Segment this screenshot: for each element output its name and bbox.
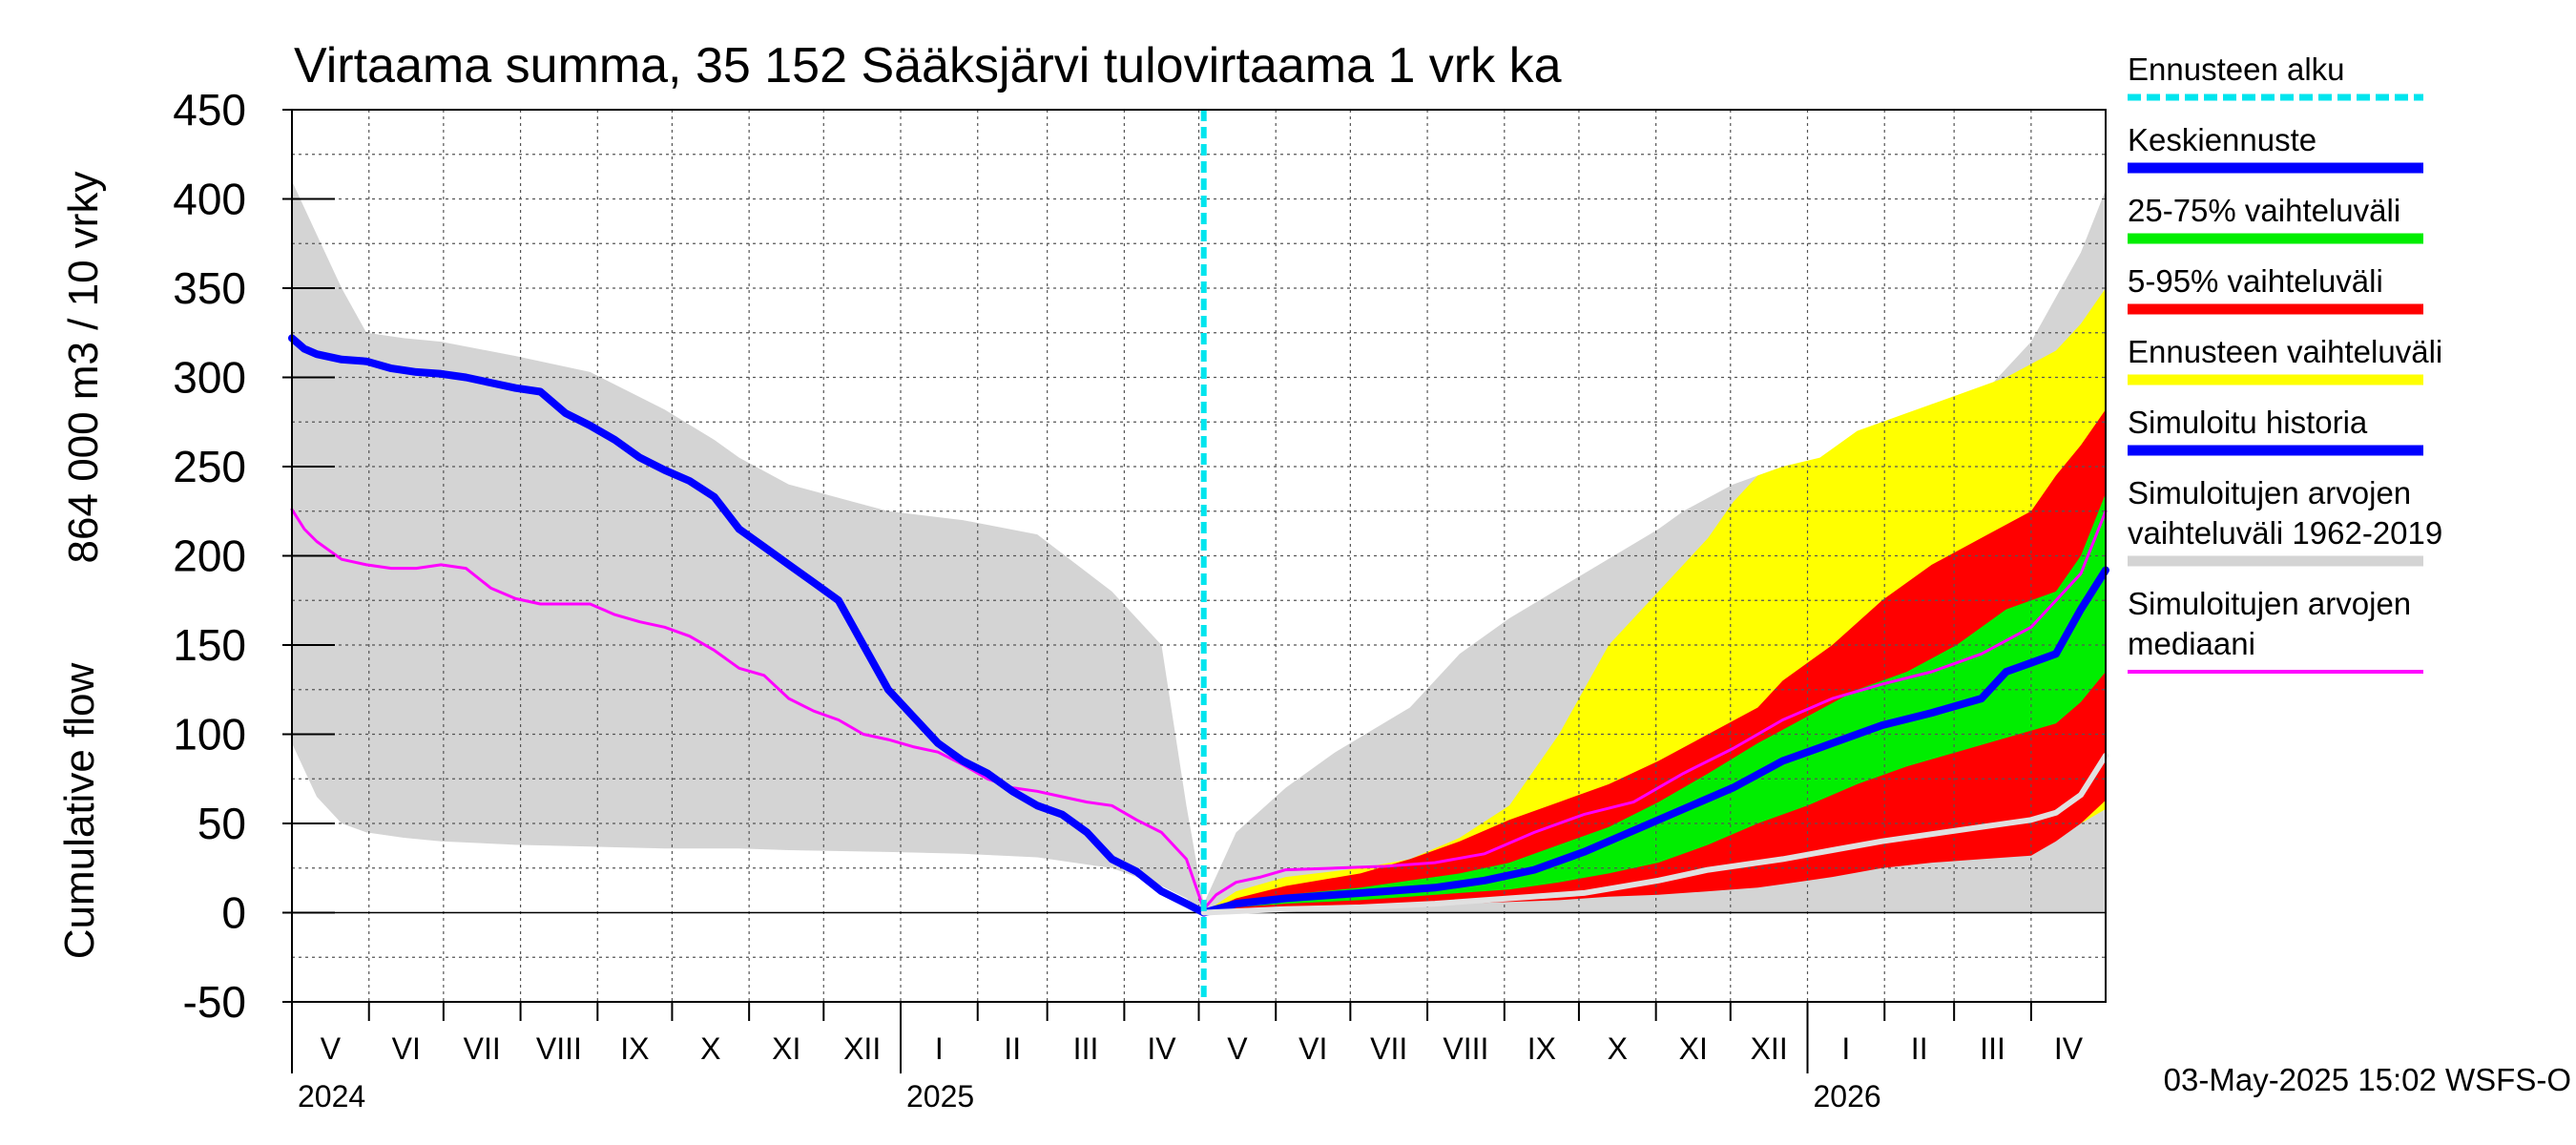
month-label: IV bbox=[1147, 1031, 1176, 1066]
month-label: IX bbox=[620, 1031, 649, 1066]
y-tick-label: 250 bbox=[173, 442, 246, 491]
legend-label: Ennusteen alku bbox=[2128, 52, 2345, 87]
month-label: IX bbox=[1527, 1031, 1556, 1066]
month-label: II bbox=[1004, 1031, 1021, 1066]
y-tick-label: 0 bbox=[221, 888, 246, 938]
month-label: III bbox=[1980, 1031, 2005, 1066]
month-label: VIII bbox=[1443, 1031, 1488, 1066]
legend-label: 5-95% vaihteluväli bbox=[2128, 263, 2383, 299]
legend-label: Ennusteen vaihteluväli bbox=[2128, 334, 2442, 369]
y-tick-label: 200 bbox=[173, 531, 246, 581]
y-tick-label: 400 bbox=[173, 175, 246, 224]
month-label: VII bbox=[464, 1031, 501, 1066]
y-tick-label: 300 bbox=[173, 353, 246, 403]
month-label: IV bbox=[2054, 1031, 2084, 1066]
chart-title: Virtaama summa, 35 152 Sääksjärvi tulovi… bbox=[294, 38, 1562, 94]
y-axis-label-name: Cumulative flow bbox=[56, 663, 103, 960]
footer-timestamp: 03-May-2025 15:02 WSFS-O bbox=[2164, 1062, 2571, 1097]
band-5-95-vaihteluv-li bbox=[1203, 409, 2106, 913]
month-label: V bbox=[1227, 1031, 1248, 1066]
legend-label: 25-75% vaihteluväli bbox=[2128, 193, 2400, 228]
y-tick-label: -50 bbox=[183, 977, 246, 1027]
line-keskiennuste bbox=[1199, 566, 2109, 917]
month-label: I bbox=[935, 1031, 944, 1066]
month-label: VII bbox=[1370, 1031, 1407, 1066]
month-label: X bbox=[700, 1031, 720, 1066]
month-label: VI bbox=[1298, 1031, 1327, 1066]
y-tick-label: 450 bbox=[173, 85, 246, 135]
y-tick-label: 350 bbox=[173, 263, 246, 313]
y-axis-label-units: 864 000 m3 / 10 vrky bbox=[60, 172, 107, 564]
y-tick-label: 100 bbox=[173, 710, 246, 760]
month-label: XII bbox=[843, 1031, 881, 1066]
y-tick-label: 150 bbox=[173, 620, 246, 670]
month-label: V bbox=[321, 1031, 342, 1066]
line-simuloitu-historia bbox=[288, 334, 1208, 917]
month-label: XII bbox=[1751, 1031, 1788, 1066]
line-layer bbox=[288, 110, 2109, 1002]
x-axis: V VI VII VIII IX X XI XII I II III IV V VI VII VIII IX X X… bbox=[291, 1002, 2084, 1114]
month-label: X bbox=[1608, 1031, 1628, 1066]
year-label: 2024 bbox=[298, 1079, 365, 1114]
month-label: XI bbox=[772, 1031, 800, 1066]
legend-label: Simuloitu historia bbox=[2128, 405, 2368, 440]
legend-label-line2: vaihteluväli 1962-2019 bbox=[2128, 515, 2442, 551]
legend: Ennusteen alku Keskiennuste 25-75% vaihtel… bbox=[2128, 52, 2442, 674]
month-label: III bbox=[1073, 1031, 1099, 1066]
legend-label-line2: mediaani bbox=[2128, 626, 2255, 661]
legend-label: Keskiennuste bbox=[2128, 122, 2316, 157]
line-lower-sim bbox=[1200, 752, 2109, 916]
year-label: 2026 bbox=[1814, 1079, 1881, 1114]
month-label: VIII bbox=[536, 1031, 582, 1066]
band-25-75-vaihteluv-li bbox=[1203, 493, 2106, 913]
y-tick-labels: -50 0 50 100 150 200 250 300 350 400 450 bbox=[173, 85, 335, 1027]
y-tick-label: 50 bbox=[197, 799, 246, 848]
month-label: VI bbox=[392, 1031, 421, 1066]
month-label: II bbox=[1911, 1031, 1928, 1066]
year-label: 2025 bbox=[906, 1079, 974, 1114]
month-label: I bbox=[1841, 1031, 1850, 1066]
plot-area bbox=[288, 109, 2109, 1003]
legend-label: Simuloitujen arvojen bbox=[2128, 586, 2411, 621]
legend-label: Simuloitujen arvojen bbox=[2128, 475, 2411, 510]
month-label: XI bbox=[1679, 1031, 1708, 1066]
